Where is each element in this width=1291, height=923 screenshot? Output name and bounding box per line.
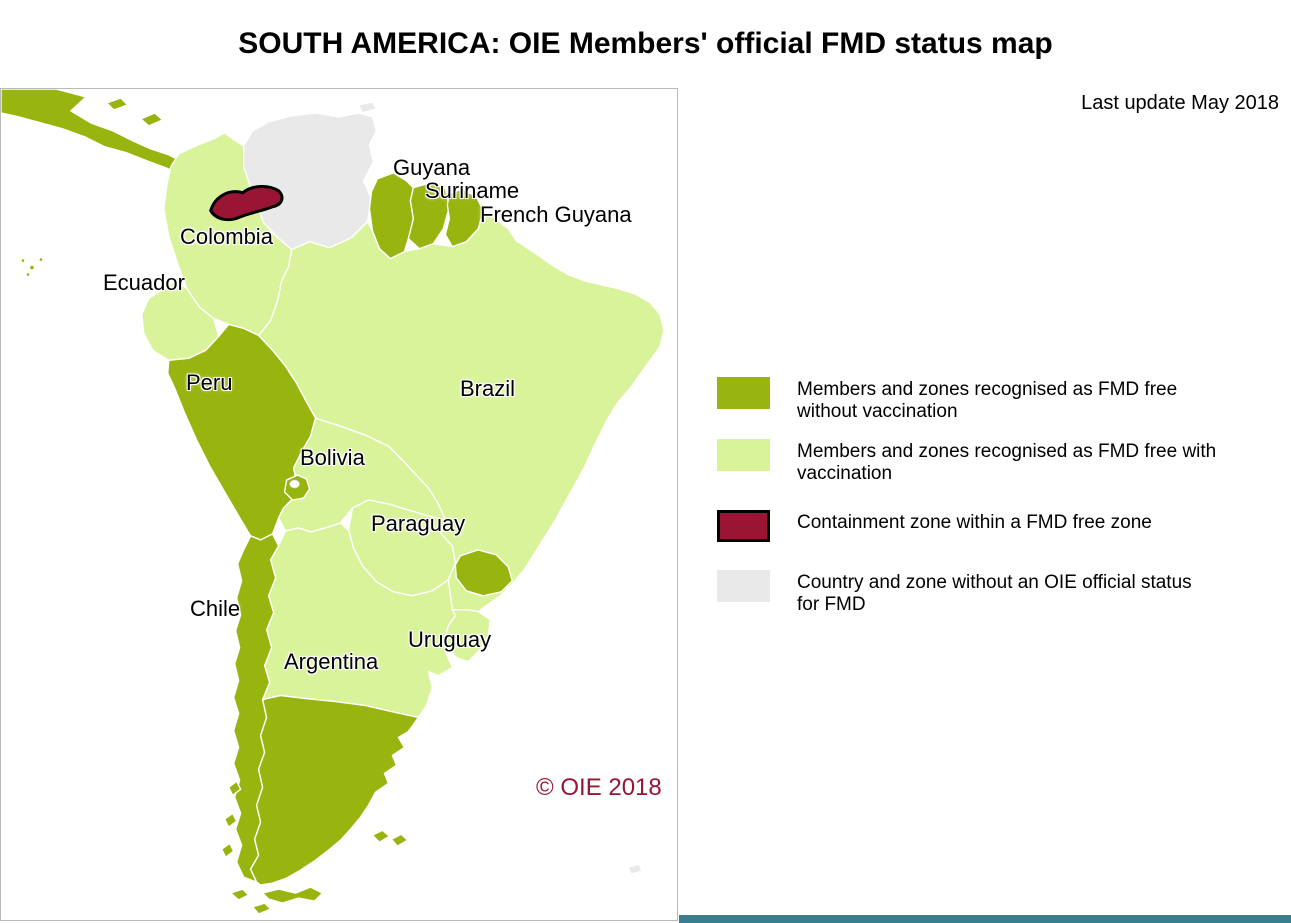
page-title: SOUTH AMERICA: OIE Members' official FMD… xyxy=(238,27,1053,60)
zone-colombia-containment xyxy=(209,185,284,222)
legend-item-no-official-status: Country and zone without an OIE official… xyxy=(717,570,1277,616)
legend-swatch-free-without-vaccination xyxy=(717,377,770,409)
island-falkland-2 xyxy=(390,833,409,847)
map-label-paraguay: Paraguay xyxy=(371,511,466,536)
map-label-argentina: Argentina xyxy=(284,649,379,674)
map-label-suriname: Suriname xyxy=(425,178,520,203)
legend-label-containment-zone: Containment zone within a FMD free zone xyxy=(797,512,1152,533)
map-label-ecuador: Ecuador xyxy=(103,270,185,295)
country-guyana xyxy=(368,172,415,260)
legend-swatch-containment-zone xyxy=(717,510,770,542)
island-south-2 xyxy=(251,902,272,915)
legend-label-free-with-vaccination: Members and zones recognised as FMD free… xyxy=(797,441,1217,484)
island-trinidad xyxy=(357,101,378,114)
country-uruguay xyxy=(443,609,491,663)
footer-bar xyxy=(679,915,1291,923)
island-tierra-del-fuego xyxy=(261,886,324,904)
galapagos-island-1 xyxy=(20,257,26,264)
legend-label-free-without-vaccination: Members and zones recognised as FMD free… xyxy=(797,379,1178,422)
map-panel: Guyana Suriname French Guyana Colombia E… xyxy=(0,88,678,921)
legend-swatch-free-with-vaccination xyxy=(717,439,770,471)
island-fjord-3 xyxy=(220,842,235,858)
map-label-brazil: Brazil xyxy=(460,376,516,401)
country-french-guyana xyxy=(444,188,484,248)
island-south-1 xyxy=(229,888,250,901)
legend-swatch-no-official-status xyxy=(717,570,770,602)
map-label-chile: Chile xyxy=(190,596,241,621)
island-fjord-1 xyxy=(227,780,242,796)
island-caribbean-2 xyxy=(106,97,129,111)
legend: Members and zones recognised as FMD free… xyxy=(717,377,1277,632)
zone-argentina-patagonia xyxy=(249,694,420,886)
island-caribbean-1 xyxy=(140,112,164,127)
legend-item-free-without-vaccination: Members and zones recognised as FMD free… xyxy=(717,377,1277,423)
map-label-peru: Peru xyxy=(186,370,233,395)
lake-titicaca xyxy=(289,479,300,489)
copyright-text: © OIE 2018 xyxy=(536,774,662,801)
map-label-french-guyana: French Guyana xyxy=(480,202,632,227)
legend-label-no-official-status: Country and zone without an OIE official… xyxy=(797,572,1192,615)
map-label-colombia: Colombia xyxy=(180,224,273,249)
map-label-uruguay: Uruguay xyxy=(408,627,492,652)
map-label-guyana: Guyana xyxy=(393,155,471,180)
legend-item-free-with-vaccination: Members and zones recognised as FMD free… xyxy=(717,439,1277,485)
island-falkland-1 xyxy=(371,829,391,843)
map-label-bolivia: Bolivia xyxy=(300,445,365,470)
island-southeast-grey xyxy=(627,863,643,875)
country-ecuador xyxy=(141,279,220,362)
south-america-map-svg xyxy=(1,89,665,915)
galapagos-island-2 xyxy=(28,264,36,271)
galapagos-island-4 xyxy=(25,271,31,278)
legend-item-containment-zone: Containment zone within a FMD free zone xyxy=(717,510,1277,542)
country-suriname xyxy=(407,182,451,250)
galapagos-island-3 xyxy=(38,256,44,263)
last-update-text: Last update May 2018 xyxy=(1081,92,1279,114)
zone-brazil-southern xyxy=(454,549,513,597)
island-fjord-2 xyxy=(223,812,238,828)
